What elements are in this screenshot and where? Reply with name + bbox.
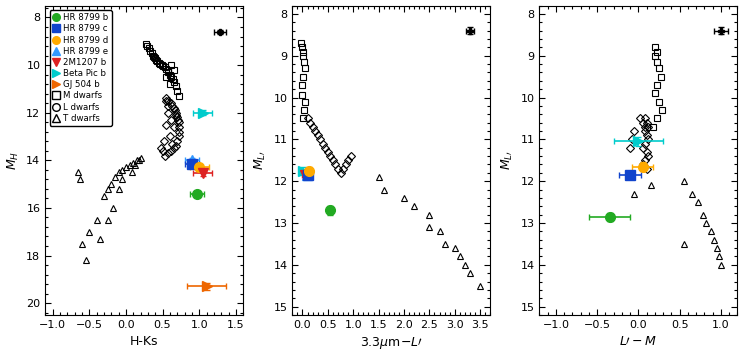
X-axis label: $L\prime-M$: $L\prime-M$ xyxy=(620,336,658,348)
X-axis label: 3.3$\mu$m$-L\prime$: 3.3$\mu$m$-L\prime$ xyxy=(360,336,423,351)
Y-axis label: $M_H$: $M_H$ xyxy=(5,151,21,170)
Y-axis label: $M_{L\prime}$: $M_{L\prime}$ xyxy=(500,150,515,170)
Y-axis label: $M_{L\prime}$: $M_{L\prime}$ xyxy=(253,150,267,170)
Legend: HR 8799 b, HR 8799 c, HR 8799 d, HR 8799 e, 2M1207 b, Beta Pic b, GJ 504 b, M dw: HR 8799 b, HR 8799 c, HR 8799 d, HR 8799… xyxy=(50,10,112,126)
X-axis label: H-Ks: H-Ks xyxy=(130,336,158,348)
